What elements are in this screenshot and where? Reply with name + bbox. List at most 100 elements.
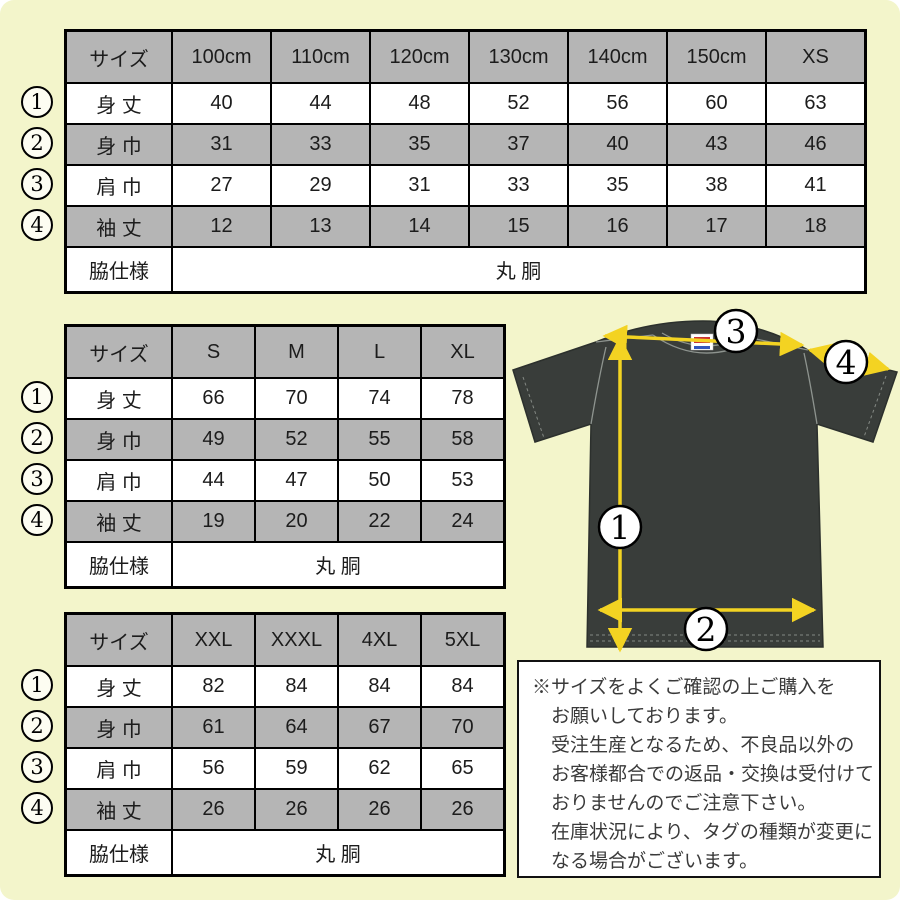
- measurement-value-cell: 59: [254, 747, 339, 790]
- size-column-header: 100cm: [171, 29, 272, 84]
- measurement-value-cell: 22: [337, 500, 422, 543]
- note-line: 在庫状況により、タグの種類が変更に: [551, 822, 873, 843]
- measurement-value-cell: 74: [337, 377, 422, 420]
- measurement-value-cell: 49: [171, 418, 256, 461]
- size-column-header: XS: [765, 29, 867, 84]
- size-column-header: 130cm: [468, 29, 569, 84]
- measurement-row-label: 袖 丈: [64, 205, 173, 248]
- measurement-row-label: 肩 巾: [64, 459, 173, 502]
- side-spec-value: 丸 胴: [171, 246, 867, 294]
- marker-circle-3: [713, 308, 759, 354]
- measurement-value-cell: 27: [171, 164, 272, 207]
- size-table-big: 1 2 3 4 サイズ XXL XXXL 4XL 5XL 身 丈 82 84 84 84 身 巾 61 64 6…: [21, 612, 506, 877]
- size-column-header: XXXL: [254, 612, 339, 667]
- side-spec-row: 脇仕様丸 胴: [64, 829, 506, 877]
- measurement-value-cell: 41: [765, 164, 867, 207]
- side-spec-label: 脇仕様: [64, 246, 173, 294]
- measurement-value-cell: 17: [666, 205, 767, 248]
- measurement-value-cell: 60: [666, 82, 767, 125]
- measurement-value-cell: 84: [420, 665, 506, 708]
- note-line: お願いしております。: [551, 706, 738, 727]
- size-column-header: XXL: [171, 612, 256, 667]
- measurement-value-cell: 66: [171, 377, 256, 420]
- measurement-row: 肩 巾 56 59 62 65: [64, 747, 506, 790]
- measurement-value-cell: 18: [765, 205, 867, 248]
- size-header-label: サイズ: [64, 29, 173, 84]
- marker-number-3: 3: [726, 312, 747, 351]
- row-marker-1: 1: [21, 381, 53, 413]
- measurement-row: 肩 巾 44 47 50 53: [64, 459, 506, 502]
- measurement-value-cell: 65: [420, 747, 506, 790]
- measurement-value-cell: 15: [468, 205, 569, 248]
- row-marker-2: 2: [21, 127, 53, 159]
- row-marker-1: 1: [21, 669, 53, 701]
- size-table: サイズ 100cm 110cm 120cm 130cm 140cm 150cm XS 身 丈 40…: [64, 29, 867, 294]
- row-marker-3: 3: [21, 751, 53, 783]
- row-marker-column: 1 2 3 4: [18, 612, 56, 842]
- size-column-header: XL: [420, 324, 506, 379]
- measurement-value-cell: 31: [171, 123, 272, 166]
- size-table: サイズ XXL XXXL 4XL 5XL 身 丈 82 84 84 84 身 巾 61 64 67 70 肩 …: [64, 612, 506, 877]
- side-spec-row: 脇仕様丸 胴: [64, 246, 867, 294]
- measurement-value-cell: 53: [420, 459, 506, 502]
- measurement-value-cell: 12: [171, 205, 272, 248]
- measurement-row: 袖 丈 12 13 14 15 16 17 18: [64, 205, 867, 248]
- note-line: おりませんのでご注意下さい。: [551, 793, 817, 814]
- size-table: サイズ S M L XL 身 丈 66 70 74 78 身 巾 49 52 55 58 肩 巾 44 47 50 5…: [64, 324, 506, 589]
- marker-number-2: 2: [696, 610, 717, 649]
- measurement-value-cell: 44: [270, 82, 371, 125]
- measurement-value-cell: 31: [369, 164, 470, 207]
- measurement-value-cell: 35: [567, 164, 668, 207]
- measurement-value-cell: 70: [420, 706, 506, 749]
- measurement-row: 身 巾 61 64 67 70: [64, 706, 506, 749]
- measurement-value-cell: 44: [171, 459, 256, 502]
- measurement-value-cell: 16: [567, 205, 668, 248]
- measurement-row: 袖 丈 19 20 22 24: [64, 500, 506, 543]
- measurement-row-label: 身 丈: [64, 665, 173, 708]
- measurement-value-cell: 62: [337, 747, 422, 790]
- measurement-value-cell: 56: [171, 747, 256, 790]
- row-marker-4: 4: [21, 504, 53, 536]
- measurement-row: 身 巾 49 52 55 58: [64, 418, 506, 461]
- measurement-value-cell: 26: [420, 788, 506, 831]
- measurement-row: 袖 丈 26 26 26 26: [64, 788, 506, 831]
- measurement-row: 身 巾 31 33 35 37 40 43 46: [64, 123, 867, 166]
- diagram-markers: 1 2 3 4: [597, 308, 869, 652]
- row-marker-3: 3: [21, 463, 53, 495]
- measurement-value-cell: 78: [420, 377, 506, 420]
- measurement-value-cell: 63: [765, 82, 867, 125]
- row-marker-4: 4: [21, 792, 53, 824]
- marker-circle-2: [683, 606, 729, 652]
- measurement-value-cell: 33: [468, 164, 569, 207]
- measurement-row-label: 身 巾: [64, 123, 173, 166]
- row-marker-3: 3: [21, 168, 53, 200]
- size-column-header: 150cm: [666, 29, 767, 84]
- measurement-value-cell: 13: [270, 205, 371, 248]
- measurement-value-cell: 84: [337, 665, 422, 708]
- measurement-value-cell: 70: [254, 377, 339, 420]
- row-marker-2: 2: [21, 422, 53, 454]
- measurement-row-label: 肩 巾: [64, 164, 173, 207]
- measurement-row: 身 丈 82 84 84 84: [64, 665, 506, 708]
- measurement-value-cell: 33: [270, 123, 371, 166]
- marker-circle-4: [823, 339, 869, 385]
- side-spec-row: 脇仕様丸 胴: [64, 541, 506, 589]
- row-marker-1: 1: [21, 86, 53, 118]
- row-marker-2: 2: [21, 710, 53, 742]
- row-marker-column: 1 2 3 4: [18, 324, 56, 554]
- size-column-header: 120cm: [369, 29, 470, 84]
- marker-number-4: 4: [836, 343, 857, 382]
- marker-circle-1: [597, 504, 643, 550]
- note-line: ※サイズをよくご確認の上ご購入を: [532, 677, 836, 698]
- measurement-row-label: 身 丈: [64, 377, 173, 420]
- size-header-label: サイズ: [64, 612, 173, 667]
- measurement-value-cell: 50: [337, 459, 422, 502]
- measurement-value-cell: 47: [254, 459, 339, 502]
- measurement-value-cell: 19: [171, 500, 256, 543]
- measurement-value-cell: 20: [254, 500, 339, 543]
- measurement-value-cell: 56: [567, 82, 668, 125]
- size-column-header: 110cm: [270, 29, 371, 84]
- measurement-value-cell: 37: [468, 123, 569, 166]
